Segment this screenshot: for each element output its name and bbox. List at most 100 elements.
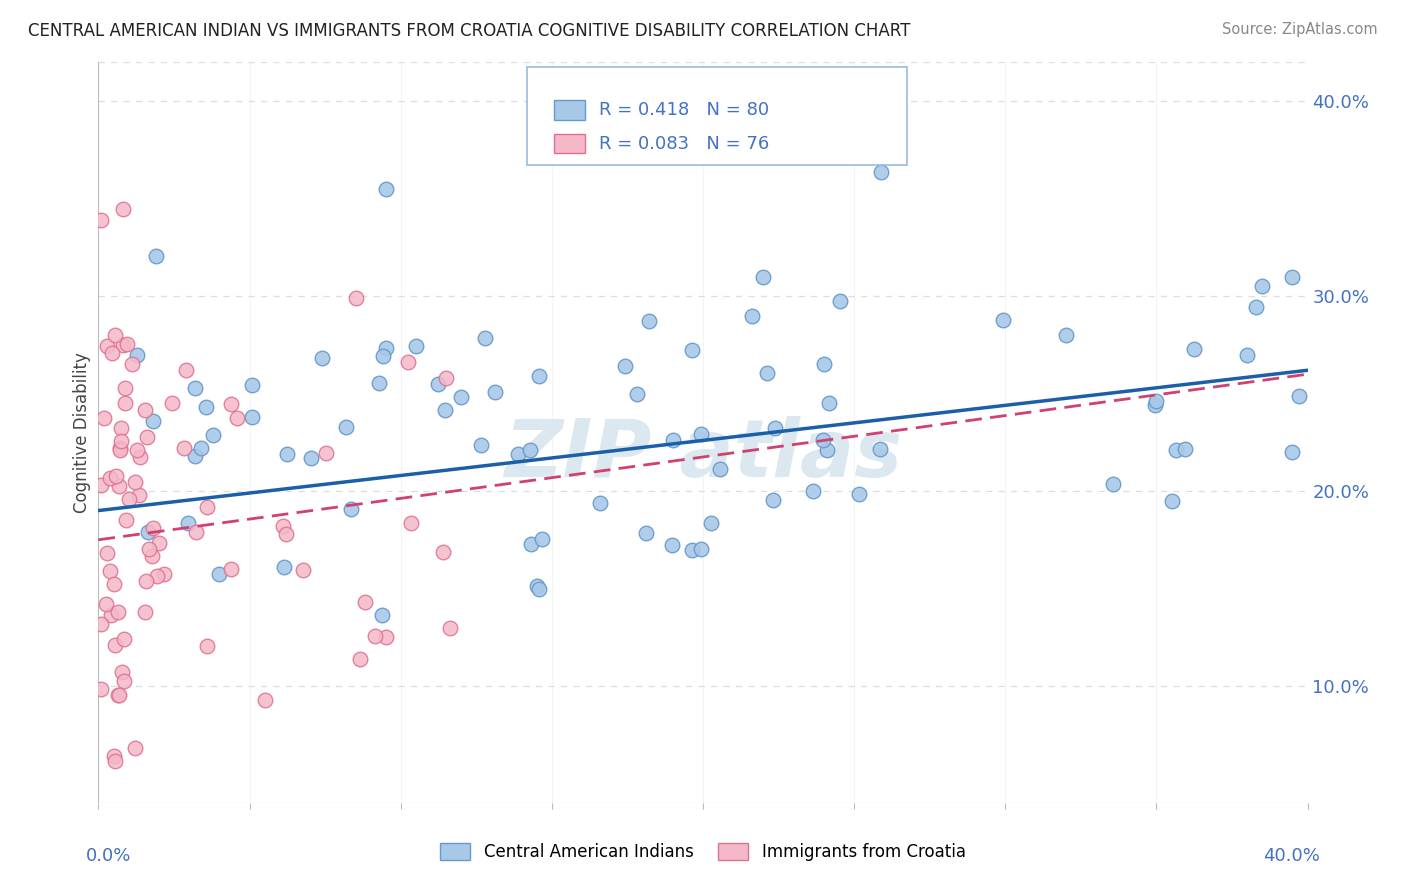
Point bbox=[762, 492, 785, 507]
Point bbox=[315, 446, 337, 460]
Point bbox=[221, 397, 243, 411]
Point bbox=[110, 441, 132, 455]
Point bbox=[813, 358, 835, 372]
Point bbox=[756, 367, 779, 381]
Point bbox=[276, 447, 298, 461]
Point bbox=[1281, 445, 1303, 459]
Point bbox=[1144, 398, 1167, 412]
Y-axis label: Cognitive Disability: Cognitive Disability bbox=[73, 352, 91, 513]
Point bbox=[98, 564, 121, 578]
Point bbox=[114, 381, 136, 395]
Point bbox=[815, 443, 838, 458]
Point bbox=[311, 351, 333, 366]
Point bbox=[1288, 389, 1310, 403]
Point bbox=[104, 754, 127, 768]
Point bbox=[271, 519, 294, 533]
Point bbox=[253, 692, 276, 706]
Point bbox=[520, 537, 543, 551]
Point bbox=[1101, 477, 1123, 491]
Point bbox=[427, 377, 450, 392]
Point bbox=[110, 421, 132, 435]
Point bbox=[709, 461, 731, 475]
Point bbox=[136, 525, 159, 540]
Point bbox=[194, 400, 217, 414]
Point bbox=[145, 249, 167, 263]
Point bbox=[142, 521, 165, 535]
Point bbox=[527, 582, 550, 597]
Point bbox=[405, 339, 427, 353]
Point bbox=[124, 741, 146, 756]
Point bbox=[690, 541, 713, 556]
Point bbox=[142, 414, 165, 428]
Point bbox=[100, 608, 122, 623]
Point bbox=[637, 314, 659, 328]
Point bbox=[135, 574, 157, 588]
Point bbox=[993, 312, 1015, 326]
Point bbox=[818, 396, 841, 410]
Point bbox=[104, 469, 127, 483]
Point bbox=[112, 674, 135, 689]
Point bbox=[134, 605, 156, 619]
Point bbox=[484, 385, 506, 400]
Point bbox=[110, 434, 132, 449]
Point bbox=[240, 378, 263, 392]
Point bbox=[183, 381, 205, 395]
Point bbox=[433, 403, 456, 417]
Point bbox=[870, 165, 893, 179]
Point bbox=[353, 595, 375, 609]
Point bbox=[398, 355, 420, 369]
Point bbox=[108, 479, 131, 493]
Point bbox=[111, 338, 134, 352]
Point bbox=[763, 420, 786, 434]
Point bbox=[136, 430, 159, 444]
Point bbox=[349, 652, 371, 666]
Point bbox=[195, 500, 218, 514]
Point bbox=[374, 630, 396, 644]
Point bbox=[174, 362, 197, 376]
Point bbox=[184, 525, 207, 540]
Point bbox=[90, 212, 112, 227]
Point bbox=[700, 516, 723, 530]
Point bbox=[127, 348, 149, 362]
Point bbox=[190, 441, 212, 455]
Point bbox=[801, 484, 824, 499]
Point bbox=[98, 471, 121, 485]
Point bbox=[848, 486, 870, 500]
Point bbox=[273, 559, 295, 574]
Point bbox=[90, 617, 112, 632]
Point bbox=[104, 638, 127, 652]
Point bbox=[439, 622, 461, 636]
Point bbox=[93, 410, 115, 425]
Point bbox=[661, 538, 683, 552]
Point bbox=[1236, 348, 1258, 362]
Point bbox=[221, 562, 243, 576]
Point bbox=[690, 427, 713, 442]
Point bbox=[176, 516, 198, 530]
Point bbox=[364, 629, 387, 643]
Point bbox=[148, 536, 170, 550]
Text: CENTRAL AMERICAN INDIAN VS IMMIGRANTS FROM CROATIA COGNITIVE DISABILITY CORRELAT: CENTRAL AMERICAN INDIAN VS IMMIGRANTS FR… bbox=[28, 22, 911, 40]
Point bbox=[153, 567, 176, 582]
Point bbox=[96, 339, 118, 353]
Point bbox=[138, 542, 160, 557]
Point bbox=[162, 396, 184, 410]
Point bbox=[96, 546, 118, 560]
Point bbox=[752, 269, 775, 284]
Point bbox=[830, 294, 852, 309]
Point bbox=[111, 202, 134, 216]
Point bbox=[124, 475, 146, 489]
Point bbox=[183, 450, 205, 464]
Point bbox=[450, 390, 472, 404]
Point bbox=[526, 579, 548, 593]
Point bbox=[1244, 300, 1267, 314]
Point bbox=[118, 491, 141, 506]
Point bbox=[90, 681, 112, 696]
Point bbox=[146, 569, 169, 583]
Point bbox=[1182, 342, 1205, 356]
Text: 0.0%: 0.0% bbox=[86, 847, 132, 865]
Point bbox=[374, 182, 396, 196]
Point bbox=[434, 371, 457, 385]
Point bbox=[636, 525, 658, 540]
Point bbox=[1281, 269, 1303, 284]
Point bbox=[335, 420, 357, 434]
